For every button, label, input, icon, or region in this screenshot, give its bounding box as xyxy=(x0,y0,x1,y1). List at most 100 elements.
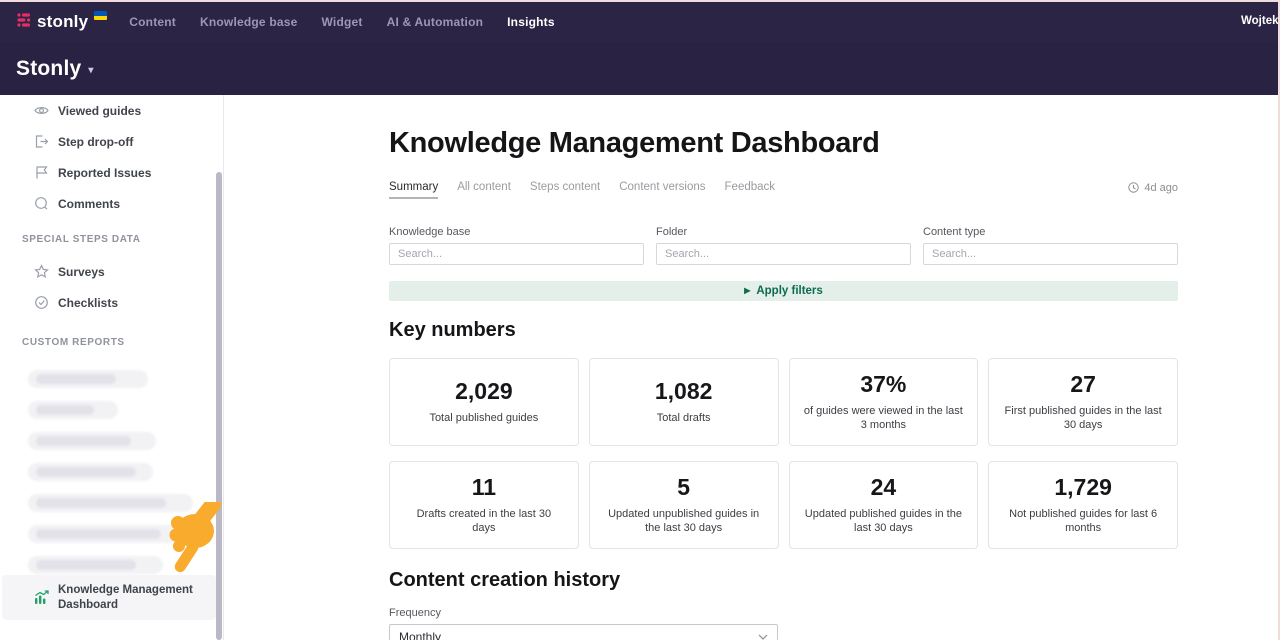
stat-value: 24 xyxy=(870,473,897,500)
filter-folder: Folder xyxy=(656,226,911,265)
window-edge-right xyxy=(1278,0,1280,640)
stat-value: 1,082 xyxy=(654,377,713,404)
filter-label: Content type xyxy=(923,225,986,238)
stat-value: 37% xyxy=(860,370,907,397)
last-updated-status: 4d ago xyxy=(1128,182,1178,194)
nav-item-knowledge-base[interactable]: Knowledge base xyxy=(200,15,298,29)
user-menu[interactable]: Wojtek K xyxy=(1241,15,1280,27)
primary-nav: Content Knowledge base Widget AI & Autom… xyxy=(129,15,554,29)
tab-all-content[interactable]: All content xyxy=(457,180,511,193)
content-creation-history-heading: Content creation history xyxy=(389,568,621,591)
stat-card-updated-unpublished: 5 Updated unpublished guides in the last… xyxy=(588,460,779,549)
sidebar-item-step-drop-off[interactable]: Step drop-off xyxy=(0,126,223,157)
chevron-down-icon xyxy=(758,634,768,640)
stat-card-first-published: 27 First published guides in the last 30… xyxy=(988,357,1178,446)
sidebar-section-custom-reports: CUSTOM REPORTS xyxy=(22,337,125,348)
step-out-icon xyxy=(35,135,49,148)
key-numbers-heading: Key numbers xyxy=(389,318,516,341)
sidebar-item-label: Surveys xyxy=(58,264,105,279)
stat-value: 11 xyxy=(471,473,497,500)
comment-icon xyxy=(35,197,48,210)
stat-label: First published guides in the last 30 da… xyxy=(1004,404,1162,432)
frequency-label: Frequency xyxy=(389,606,441,619)
sidebar-scrollbar[interactable] xyxy=(216,172,222,640)
folder-search-input[interactable] xyxy=(656,242,911,265)
sidebar-item-surveys[interactable]: Surveys xyxy=(0,256,223,287)
sidebar-item-label: Viewed guides xyxy=(58,103,142,118)
eye-icon xyxy=(34,107,49,114)
filter-content-type: Content type xyxy=(923,226,1178,265)
custom-reports-list xyxy=(0,370,223,574)
top-navigation-bar: stonly Content Knowledge base Widget AI … xyxy=(0,2,1280,42)
tab-feedback[interactable]: Feedback xyxy=(724,180,776,193)
blurred-report-item[interactable] xyxy=(28,401,118,419)
logo-text: stonly xyxy=(37,12,89,31)
clock-icon xyxy=(1128,182,1140,194)
stat-value: 1,729 xyxy=(1054,473,1112,500)
stat-label: Updated published guides in the last 30 … xyxy=(804,507,962,535)
blurred-report-item[interactable] xyxy=(28,463,153,481)
stat-card-drafts-created: 11 Drafts created in the last 30 days xyxy=(389,460,579,549)
sidebar-item-label: Knowledge Management Dashboard xyxy=(58,583,193,611)
stat-label: Total published guides xyxy=(429,411,539,424)
stat-value: 27 xyxy=(1070,370,1096,397)
filter-row: Knowledge base Folder Content type xyxy=(389,226,1178,265)
tab-summary[interactable]: Summary xyxy=(389,181,439,199)
sidebar-item-label: Comments xyxy=(58,196,121,211)
page-title: Knowledge Management Dashboard xyxy=(389,127,880,159)
blurred-report-item[interactable] xyxy=(28,556,163,574)
star-icon xyxy=(34,264,49,279)
tab-steps-content[interactable]: Steps content xyxy=(529,180,601,193)
nav-item-insights[interactable]: Insights xyxy=(507,15,555,29)
report-tabs: Summary All content Steps content Conten… xyxy=(389,181,1178,199)
sidebar-item-knowledge-management-dashboard[interactable]: Knowledge Management Dashboard xyxy=(2,575,216,620)
key-numbers-grid: 2,029 Total published guides 1,082 Total… xyxy=(389,357,1178,549)
blurred-report-item[interactable] xyxy=(28,525,188,543)
blurred-report-item[interactable] xyxy=(28,432,156,450)
filter-knowledge-base: Knowledge base xyxy=(389,226,644,265)
nav-item-widget[interactable]: Widget xyxy=(321,15,363,29)
apply-filters-label: Apply filters xyxy=(756,284,823,297)
sidebar-item-label: Reported Issues xyxy=(58,165,152,180)
sidebar-item-label: Checklists xyxy=(58,295,119,310)
workspace-title: Stonly xyxy=(16,56,82,80)
main-content: Knowledge Management Dashboard Summary A… xyxy=(389,95,1178,640)
sidebar-section-special-steps-data: SPECIAL STEPS DATA xyxy=(22,234,141,245)
insights-sidebar: Viewed guides Step drop-off Reported Iss… xyxy=(0,95,224,640)
chart-icon xyxy=(35,590,49,604)
nav-item-content[interactable]: Content xyxy=(129,15,176,29)
blurred-report-item[interactable] xyxy=(28,494,193,512)
stat-card-total-drafts: 1,082 Total drafts xyxy=(588,357,779,446)
stat-label: Updated unpublished guides in the last 3… xyxy=(608,507,760,535)
knowledge-base-search-input[interactable] xyxy=(389,242,644,265)
sidebar-item-checklists[interactable]: Checklists xyxy=(0,287,223,318)
apply-filters-button[interactable]: ▶ Apply filters xyxy=(389,280,1178,301)
stat-value: 2,029 xyxy=(455,377,513,404)
window-edge-top xyxy=(0,0,1280,2)
tab-content-versions[interactable]: Content versions xyxy=(619,180,706,193)
sidebar-item-comments[interactable]: Comments xyxy=(0,188,223,219)
flag-icon xyxy=(36,166,48,179)
filter-label: Folder xyxy=(656,225,688,238)
sidebar-item-reported-issues[interactable]: Reported Issues xyxy=(0,157,223,188)
frequency-select[interactable]: Monthly xyxy=(389,623,778,640)
chevron-down-icon: ▾ xyxy=(88,65,94,76)
sidebar-item-viewed-guides[interactable]: Viewed guides xyxy=(0,95,223,126)
ukraine-flag-icon xyxy=(94,11,108,20)
filter-label: Knowledge base xyxy=(389,225,471,238)
play-icon: ▶ xyxy=(744,285,751,295)
nav-item-ai-automation[interactable]: AI & Automation xyxy=(386,15,484,29)
workspace-bar: Stonly ▾ xyxy=(0,42,1280,95)
stat-card-updated-published: 24 Updated published guides in the last … xyxy=(788,460,979,549)
stat-value: 5 xyxy=(677,473,691,500)
stat-card-viewed-percentage: 37% of guides were viewed in the last 3 … xyxy=(788,357,979,446)
stat-card-not-published: 1,729 Not published guides for last 6 mo… xyxy=(988,460,1178,549)
stat-label: Not published guides for last 6 months xyxy=(1009,507,1158,535)
stat-label: Drafts created in the last 30 days xyxy=(416,507,552,535)
stonly-logo[interactable]: stonly xyxy=(16,11,108,33)
workspace-switcher[interactable]: Stonly ▾ xyxy=(16,57,94,81)
blurred-report-item[interactable] xyxy=(28,370,148,388)
content-type-search-input[interactable] xyxy=(923,242,1178,265)
stat-label: Total drafts xyxy=(656,411,711,424)
last-updated-text: 4d ago xyxy=(1144,181,1178,194)
